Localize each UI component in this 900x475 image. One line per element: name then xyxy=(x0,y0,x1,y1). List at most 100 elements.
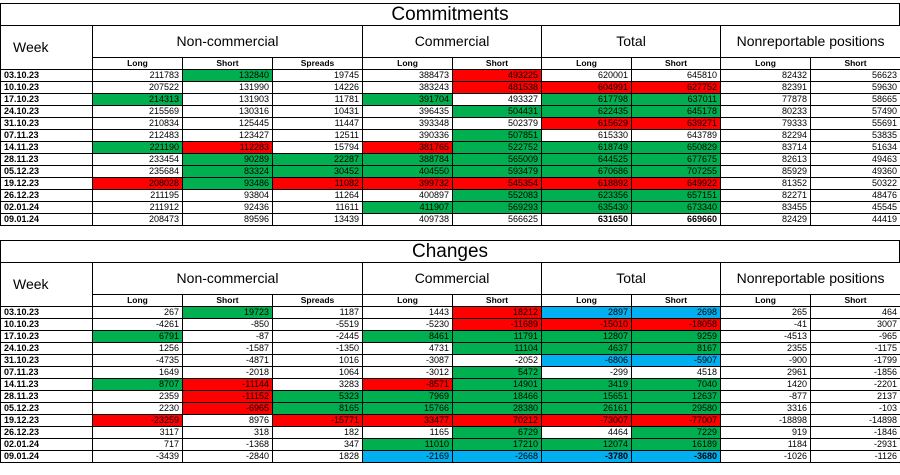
t-short-cell: 645178 xyxy=(631,105,722,118)
header-nonreportable: Nonreportable positions xyxy=(720,25,900,58)
c-short-cell: 493327 xyxy=(452,93,543,106)
nc-short-cell: 83324 xyxy=(182,165,273,178)
t-long-cell: 618892 xyxy=(541,177,633,190)
nc-short-cell: 131990 xyxy=(182,81,273,94)
t-long-cell: 4464 xyxy=(541,426,633,439)
nr-long-cell: 919 xyxy=(720,426,812,439)
nc-short-cell: 93804 xyxy=(182,189,273,202)
t-long-cell: 623356 xyxy=(541,189,633,202)
changes-row: 02.01.24 717 -1368 347 11010 17210 12074 16189 1… xyxy=(0,438,900,451)
header-noncommercial: Non-commercial xyxy=(91,262,364,295)
spreads-cell: 3283 xyxy=(271,378,364,391)
t-short-cell: 8167 xyxy=(631,342,722,355)
nc-long-cell: 212483 xyxy=(92,129,183,142)
nr-long-cell: 82271 xyxy=(720,189,812,202)
changes-row: 07.11.23 1649 -2018 1064 -3012 5472 -299 4518 29… xyxy=(0,366,900,379)
subheader-short: Short xyxy=(810,294,900,307)
c-short-cell: 18212 xyxy=(452,306,543,319)
nr-short-cell: 51634 xyxy=(810,141,900,154)
week-cell: 14.11.23 xyxy=(0,141,93,154)
nc-long-cell: 2359 xyxy=(92,390,183,403)
nc-long-cell: 8707 xyxy=(92,378,183,391)
spreads-cell: 8165 xyxy=(271,402,364,415)
t-long-cell: 615629 xyxy=(541,117,633,130)
nr-long-cell: 2355 xyxy=(720,342,812,355)
c-long-cell: 409738 xyxy=(362,213,454,226)
nc-long-cell: 210834 xyxy=(92,117,183,130)
c-short-cell: 507851 xyxy=(452,129,543,142)
nc-short-cell: 123427 xyxy=(182,129,273,142)
spreads-cell: -5519 xyxy=(271,318,364,331)
header-commercial: Commercial xyxy=(362,262,543,295)
spreads-cell: 30452 xyxy=(271,165,364,178)
c-short-cell: 28380 xyxy=(452,402,543,415)
c-long-cell: 388473 xyxy=(362,69,454,82)
c-long-cell: 404550 xyxy=(362,165,454,178)
nr-short-cell: 56623 xyxy=(810,69,900,82)
subheader-spreads: Spreads xyxy=(271,294,364,307)
nr-short-cell: -1799 xyxy=(810,354,900,367)
spreads-cell: -1350 xyxy=(271,342,364,355)
nr-short-cell: -2201 xyxy=(810,378,900,391)
t-short-cell: 649922 xyxy=(631,177,722,190)
nr-short-cell: 57490 xyxy=(810,105,900,118)
commitments-row: 14.11.23 221190 112283 15794 381765 522752 618… xyxy=(0,141,900,154)
nc-short-cell: -11152 xyxy=(182,390,273,403)
t-long-cell: 622435 xyxy=(541,105,633,118)
nc-short-cell: -87 xyxy=(182,330,273,343)
c-long-cell: 7969 xyxy=(362,390,454,403)
subheader-short: Short xyxy=(452,294,543,307)
week-cell: 26.12.23 xyxy=(0,426,93,439)
spreads-cell: 22287 xyxy=(271,153,364,166)
nr-long-cell: 82391 xyxy=(720,81,812,94)
nr-long-cell: -4513 xyxy=(720,330,812,343)
nc-short-cell: -2018 xyxy=(182,366,273,379)
c-long-cell: 33477 xyxy=(362,414,454,427)
subheader-long: Long xyxy=(541,57,633,70)
spreads-cell: 11781 xyxy=(271,93,364,106)
nc-short-cell: 318 xyxy=(182,426,273,439)
nc-long-cell: 208028 xyxy=(92,177,183,190)
nr-long-cell: 85929 xyxy=(720,165,812,178)
spreads-cell: 13439 xyxy=(271,213,364,226)
nr-short-cell: -1846 xyxy=(810,426,900,439)
nr-long-cell: 79333 xyxy=(720,117,812,130)
header-week: Week xyxy=(0,25,93,70)
nc-long-cell: 2230 xyxy=(92,402,183,415)
t-long-cell: -15010 xyxy=(541,318,633,331)
week-cell: 02.01.24 xyxy=(0,201,93,214)
changes-row: 05.12.23 2230 -6965 8165 15766 28380 26161 2958… xyxy=(0,402,900,415)
spreads-cell: 1064 xyxy=(271,366,364,379)
c-short-cell: 481538 xyxy=(452,81,543,94)
changes-row: 10.10.23 -4261 -850 -5519 -5230 -11689 -15010-… xyxy=(0,318,900,331)
subheader-long: Long xyxy=(92,294,183,307)
week-cell: 07.11.23 xyxy=(0,129,93,142)
t-short-cell: 639271 xyxy=(631,117,722,130)
c-long-cell: 11010 xyxy=(362,438,454,451)
changes-table: Week Non-commercial Commercial Total Non… xyxy=(0,262,900,463)
week-cell: 24.10.23 xyxy=(0,105,93,118)
c-short-cell: 552083 xyxy=(452,189,543,202)
c-long-cell: -3087 xyxy=(362,354,454,367)
changes-row: 19.12.23 -23259 8976 -15771 33477 70212 -73007… xyxy=(0,414,900,427)
c-short-cell: 11791 xyxy=(452,330,543,343)
changes-row: 31.10.23 -4735 -4871 1016 -3087 -2052 -6806 -59… xyxy=(0,354,900,367)
nr-long-cell: 83714 xyxy=(720,141,812,154)
nr-short-cell: -1126 xyxy=(810,450,900,463)
week-cell: 10.10.23 xyxy=(0,318,93,331)
nr-long-cell: 81352 xyxy=(720,177,812,190)
t-long-cell: -3780 xyxy=(541,450,633,463)
t-long-cell: 644525 xyxy=(541,153,633,166)
spreads-cell: 11447 xyxy=(271,117,364,130)
t-short-cell: 637011 xyxy=(631,93,722,106)
nc-long-cell: 235684 xyxy=(92,165,183,178)
t-long-cell: 620001 xyxy=(541,69,633,82)
c-long-cell: 388784 xyxy=(362,153,454,166)
nc-short-cell: -1587 xyxy=(182,342,273,355)
nr-long-cell: -900 xyxy=(720,354,812,367)
nr-long-cell: 82432 xyxy=(720,69,812,82)
commitments-row: 31.10.23 210834 125445 11447 393348 502379 615… xyxy=(0,117,900,130)
t-short-cell: 627752 xyxy=(631,81,722,94)
week-cell: 19.12.23 xyxy=(0,414,93,427)
changes-row: 28.11.23 2359 -11152 5323 7969 18466 15651 1263… xyxy=(0,390,900,403)
